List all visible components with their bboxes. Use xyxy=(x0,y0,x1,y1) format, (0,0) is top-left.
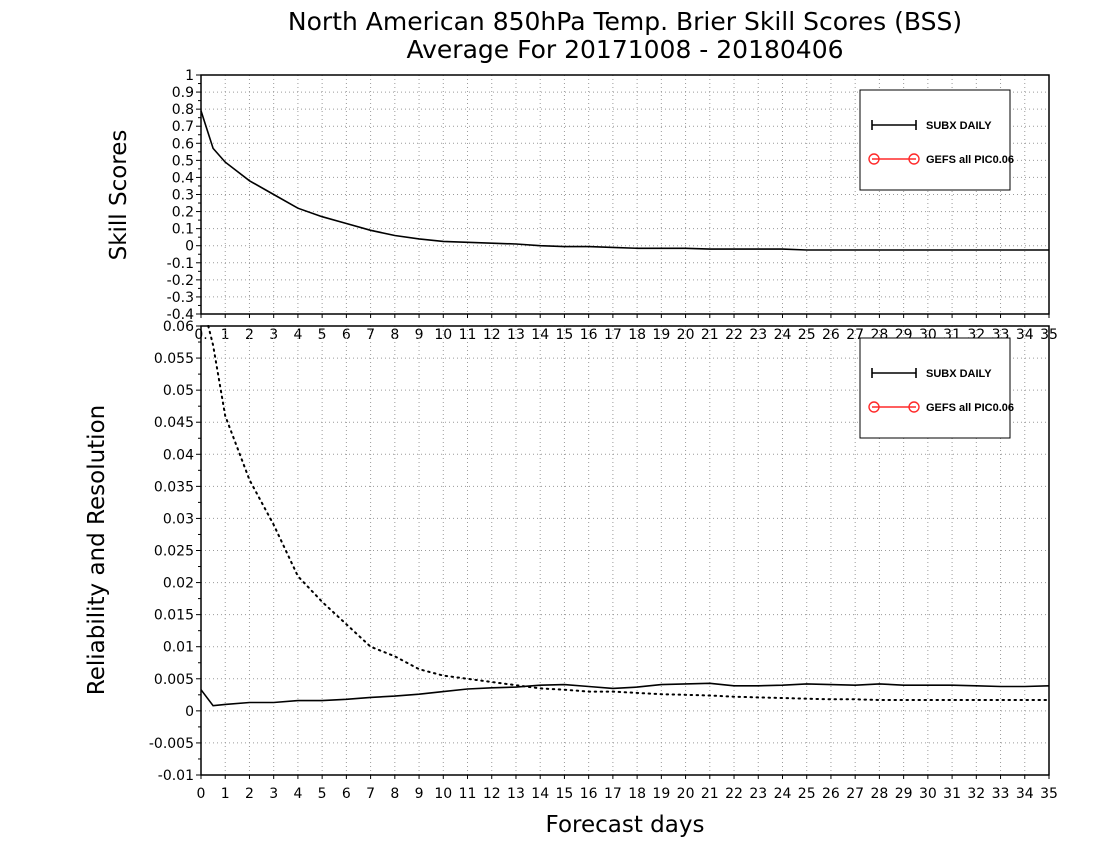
x-tick-label: 10 xyxy=(434,786,452,802)
y-tick-label: 0.7 xyxy=(172,119,194,135)
x-tick-label: 22 xyxy=(725,786,743,802)
legend-label: GEFS all PIC0.06 xyxy=(926,402,1014,414)
y-tick-label: 0.005 xyxy=(154,672,194,688)
y-tick-label: 0.03 xyxy=(163,511,194,527)
y-tick-label: 0.015 xyxy=(154,608,194,624)
x-tick-label: 27 xyxy=(846,786,864,802)
legend-marker-circle xyxy=(868,153,880,165)
y-tick-label: 0.6 xyxy=(172,136,194,152)
y-tick-label: 0.05 xyxy=(163,383,194,399)
x-tick-label: 20 xyxy=(677,786,695,802)
y-tick-label: -0.3 xyxy=(167,290,194,306)
y-tick-label: 0.3 xyxy=(172,188,194,204)
x-tick-label: 6 xyxy=(342,786,351,802)
x-tick-label: 7 xyxy=(366,786,375,802)
x-tick-label: 30 xyxy=(919,786,937,802)
x-tick-label: 4 xyxy=(293,786,302,802)
x-tick-label: 33 xyxy=(992,786,1010,802)
y-tick-label: 0.06 xyxy=(163,319,194,335)
x-axis-label: Forecast days xyxy=(546,812,705,838)
x-tick-label: 15 xyxy=(556,786,574,802)
legend-marker-circle xyxy=(908,401,920,413)
x-tick-label: 31 xyxy=(943,786,961,802)
y-tick-label: 0.02 xyxy=(163,576,194,592)
y-tick-label: 0.4 xyxy=(172,170,194,186)
x-tick-label: 5 xyxy=(318,786,327,802)
x-tick-label: 21 xyxy=(701,786,719,802)
series-line-reliability xyxy=(200,682,1050,707)
x-tick-label: 0 xyxy=(197,786,206,802)
legend: SUBX DAILY GEFS all PIC0.06 xyxy=(859,337,1014,439)
chart-panels: -0.4-0.3-0.2-0.100.10.20.30.40.50.60.70.… xyxy=(84,68,1058,838)
legend-marker-circle xyxy=(908,153,920,165)
x-tick-label: 8 xyxy=(390,786,399,802)
x-tick-label: 25 xyxy=(798,786,816,802)
y-tick-label: -0.2 xyxy=(167,273,194,289)
y-tick-label: -0.4 xyxy=(167,307,194,323)
x-tick-label: 2 xyxy=(245,786,254,802)
x-tick-label: 24 xyxy=(774,786,792,802)
x-tick-label: 12 xyxy=(483,786,501,802)
y-tick-label: 0.01 xyxy=(163,640,194,656)
series-line-subx-daily xyxy=(200,110,1049,251)
legend: SUBX DAILY GEFS all PIC0.06 xyxy=(859,89,1014,191)
x-tick-label: 9 xyxy=(415,786,424,802)
y-tick-label: 0.055 xyxy=(154,351,194,367)
x-tick-label: 32 xyxy=(967,786,985,802)
y-tick-label: -0.005 xyxy=(149,736,194,752)
y-axis-label: Reliability and Resolution xyxy=(84,405,110,695)
y-tick-label: 0.1 xyxy=(172,222,194,238)
y-tick-label: 0.025 xyxy=(154,544,194,560)
y-axis-label: Skill Scores xyxy=(106,130,132,261)
legend-marker-circle xyxy=(868,401,880,413)
y-tick-label: -0.01 xyxy=(158,768,194,784)
legend-label: GEFS all PIC0.06 xyxy=(926,154,1014,166)
legend-box xyxy=(859,337,1011,439)
x-tick-label: 3 xyxy=(269,786,278,802)
x-tick-label: 17 xyxy=(604,786,622,802)
series-line-resolution xyxy=(207,325,1050,701)
x-tick-label: 34 xyxy=(1016,786,1034,802)
legend-label: SUBX DAILY xyxy=(926,368,992,380)
x-tick-label: 23 xyxy=(749,786,767,802)
x-tick-label: 29 xyxy=(895,786,913,802)
x-tick-label: 35 xyxy=(1040,786,1058,802)
y-tick-label: 0.9 xyxy=(172,85,194,101)
x-tick-label: 16 xyxy=(580,786,598,802)
x-tick-label: 18 xyxy=(628,786,646,802)
x-tick-label: 1 xyxy=(221,786,230,802)
y-tick-label: 0.045 xyxy=(154,415,194,431)
legend-label: SUBX DAILY xyxy=(926,120,992,132)
y-tick-label: 0 xyxy=(185,704,194,720)
y-tick-label: 0.04 xyxy=(163,447,194,463)
y-tick-label: -0.1 xyxy=(167,256,194,272)
x-tick-label: 26 xyxy=(822,786,840,802)
x-tick-label: 13 xyxy=(507,786,525,802)
y-tick-label: 0.2 xyxy=(172,205,194,221)
legend-box xyxy=(859,89,1011,191)
chart-panel-1: -0.4-0.3-0.2-0.100.10.20.30.40.50.60.70.… xyxy=(106,68,1058,343)
x-tick-label: 28 xyxy=(870,786,888,802)
y-tick-label: 0.035 xyxy=(154,479,194,495)
y-tick-label: 0.5 xyxy=(172,153,194,169)
chart-title-line1: North American 850hPa Temp. Brier Skill … xyxy=(288,7,962,36)
y-tick-label: 0 xyxy=(185,239,194,255)
x-tick-label: 11 xyxy=(459,786,477,802)
chart-title-line2: Average For 20171008 - 20180406 xyxy=(406,35,843,64)
y-tick-label: 1 xyxy=(185,68,194,84)
x-tick-label: 19 xyxy=(652,786,670,802)
y-tick-label: 0.8 xyxy=(172,102,194,118)
chart-panel-2: -0.01 -0.005 0 0.005 0.01 0.015 0.02 0.025 0.03 0… xyxy=(84,319,1058,838)
x-tick-label: 14 xyxy=(531,786,549,802)
